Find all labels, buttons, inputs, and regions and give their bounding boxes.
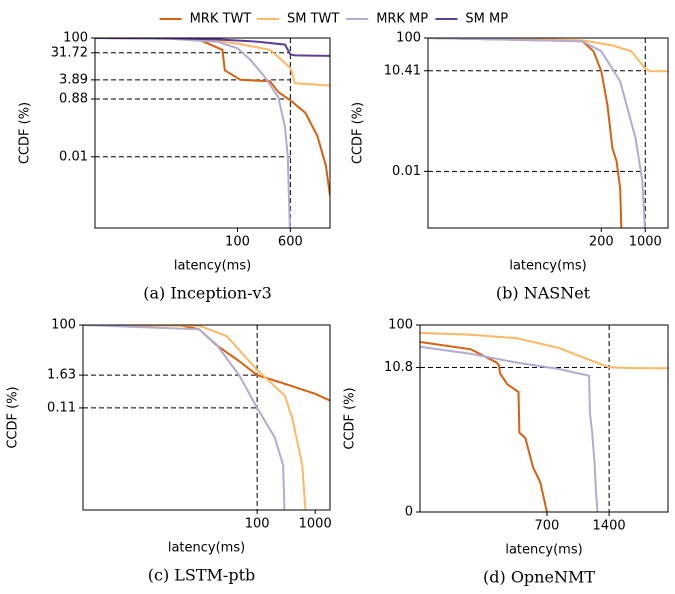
series-line (83, 325, 307, 510)
series-line (420, 345, 599, 512)
y-tick-label: 31.72 (51, 45, 88, 60)
x-tick-label: 1400 (593, 519, 626, 534)
x-axis-label: latency(ms) (505, 543, 582, 558)
subplot: 100 10.8 0 700 1400 latency(ms) CCDF (%) (d) Op… (343, 318, 669, 587)
x-axis-label: latency(ms) (174, 259, 251, 274)
legend-label: SM MP (465, 12, 508, 27)
x-tick-label: 100 (245, 517, 270, 532)
y-tick-label: 100 (396, 31, 421, 46)
y-tick-label: 0.11 (47, 400, 76, 415)
x-tick-label: 100 (225, 235, 250, 250)
y-axis-label: CCDF (%) (343, 387, 358, 449)
x-tick-label: 1000 (629, 235, 662, 250)
lines (83, 325, 330, 510)
axes-frame (427, 37, 669, 229)
y-tick-label: 0.01 (59, 149, 88, 164)
x-tick-label: 700 (535, 519, 560, 534)
y-tick-label: 100 (51, 318, 76, 333)
legend-label: MRK MP (376, 12, 428, 27)
x-tick-label: 1000 (299, 517, 332, 532)
y-tick-label: 3.89 (59, 72, 88, 87)
y-tick-label: 1.63 (47, 368, 76, 383)
subplot: 100 1.63 0.11 100 1000 latency(ms) CCDF (%) (c)… (6, 318, 332, 585)
series-line (420, 341, 548, 512)
series-line (428, 38, 668, 73)
y-tick-label: 0 (405, 505, 413, 520)
x-axis-label: latency(ms) (168, 541, 245, 556)
axes-frame (419, 324, 669, 513)
series-line (428, 38, 646, 228)
series-line (95, 38, 291, 228)
caption: (b) NASNet (496, 284, 591, 303)
subplot: 100 10.41 0.01 200 1000 latency(ms) CCDF (%) (b… (351, 31, 669, 303)
lines (420, 331, 668, 512)
legend-label: MRK TWT (190, 12, 252, 27)
y-tick-label: 0.88 (59, 92, 88, 107)
y-tick-label: 0.01 (392, 164, 421, 179)
axes-frame (82, 324, 331, 511)
y-axis-label: CCDF (%) (18, 102, 33, 164)
caption: (d) OpneNMT (483, 568, 595, 587)
series-line (83, 325, 330, 402)
series-line (420, 331, 668, 370)
series-line (428, 38, 623, 228)
legend: MRK TWT SM TWT MRK MP SM MP (159, 12, 508, 27)
y-tick-label: 100 (388, 318, 413, 333)
caption: (c) LSTM-ptb (148, 566, 256, 585)
series-line (83, 325, 286, 510)
y-tick-label: 10.8 (384, 360, 413, 375)
y-tick-label: 100 (63, 31, 88, 46)
x-tick-label: 200 (589, 235, 614, 250)
lines (428, 38, 668, 228)
axes-frame (94, 37, 331, 229)
lines (95, 38, 330, 228)
series-line (95, 38, 330, 196)
y-tick-label: 10.41 (384, 63, 421, 78)
x-axis-label: latency(ms) (509, 259, 586, 274)
x-tick-label: 600 (278, 235, 303, 250)
caption: (a) Inception-v3 (143, 284, 272, 303)
y-axis-label: CCDF (%) (351, 102, 366, 164)
y-axis-label: CCDF (%) (6, 386, 21, 448)
legend-label: SM TWT (287, 12, 339, 27)
